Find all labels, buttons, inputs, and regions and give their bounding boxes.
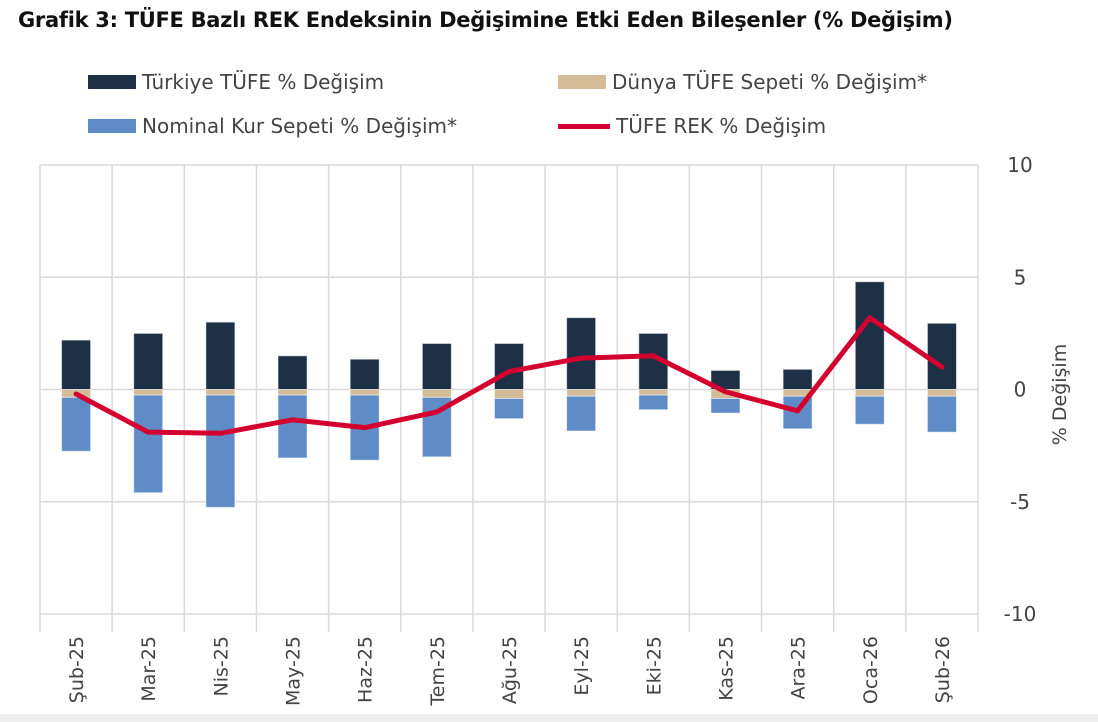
bar-2 [494, 389, 524, 399]
bar-1 [782, 368, 813, 391]
x-tick-label: May-25 [283, 636, 305, 706]
bar-3 [854, 395, 885, 425]
y-tick-label: -10 [1004, 602, 1037, 626]
x-tick-label: Haz-25 [355, 636, 377, 703]
x-tick-label: Eyl-25 [571, 636, 593, 696]
y-tick-label: 5 [1014, 265, 1027, 289]
legend-label: Nominal Kur Sepeti % Değişim* [142, 114, 457, 138]
legend-swatch [558, 75, 606, 89]
bar-1 [133, 332, 164, 390]
bar-3 [494, 397, 524, 420]
bar-2 [205, 389, 236, 396]
bar-3 [710, 397, 741, 414]
legend-label: TÜFE REK % Değişim [616, 114, 827, 138]
bar-2 [566, 389, 597, 397]
bar-1 [926, 322, 957, 390]
legend-item-nominal-kur: Nominal Kur Sepeti % Değişim* [88, 114, 457, 138]
bar-2 [638, 389, 669, 396]
bar-3 [638, 394, 669, 411]
x-tick-label: Şub-26 [932, 636, 954, 703]
legend-swatch [88, 75, 136, 89]
legend-item-turkiye-tufe: Türkiye TÜFE % Değişim [88, 70, 384, 94]
bar-1 [494, 342, 524, 391]
y-tick-label: 0 [1014, 378, 1027, 402]
x-tick-label: Eki-25 [643, 636, 665, 695]
x-tick-label: Şub-25 [66, 636, 88, 703]
bar-2 [926, 389, 957, 397]
line-tufe-rek [73, 315, 945, 436]
bar-3 [277, 394, 308, 459]
bar-1 [277, 355, 308, 391]
x-tick-label: Nis-25 [210, 636, 232, 696]
bar-1 [349, 358, 380, 391]
bar-3 [926, 395, 957, 433]
bar-2 [421, 389, 452, 398]
y-tick-label: 10 [1007, 153, 1032, 177]
bar-1 [205, 321, 236, 390]
bar-2 [277, 389, 308, 396]
bar-1 [854, 281, 885, 390]
bar-1 [61, 339, 92, 390]
x-tick-label: Ara-25 [788, 636, 810, 700]
legend-item-dunya-tufe: Dünya TÜFE Sepeti % Değişim* [558, 70, 927, 94]
legend-swatch [88, 119, 136, 133]
bar-2 [349, 389, 380, 396]
x-tick-label: Kas-25 [715, 636, 737, 701]
x-tick-label: Oca-26 [860, 636, 882, 704]
bar-2 [854, 389, 885, 397]
legend-label: Türkiye TÜFE % Değişim [142, 70, 385, 94]
legend-label: Dünya TÜFE Sepeti % Değişim* [612, 70, 928, 94]
y-tick-label: -5 [1010, 490, 1030, 514]
bar-2 [133, 389, 164, 396]
bar-1 [421, 342, 452, 391]
legend-item-tufe-rek: TÜFE REK % Değişim [558, 114, 826, 138]
bar-3 [61, 396, 92, 452]
y-axis-label: % Değişim [1049, 344, 1071, 445]
x-tick-label: Mar-25 [138, 636, 160, 702]
bar-3 [205, 394, 236, 508]
chart-title: Grafik 3: TÜFE Bazlı REK Endeksinin Deği… [18, 8, 953, 32]
x-tick-label: Tem-25 [427, 636, 449, 707]
bar-3 [133, 394, 164, 494]
bottom-border [0, 714, 1098, 722]
x-tick-label: Ağu-25 [499, 636, 521, 704]
bar-1 [566, 317, 597, 390]
legend-swatch [558, 123, 610, 129]
bar-3 [566, 395, 597, 432]
